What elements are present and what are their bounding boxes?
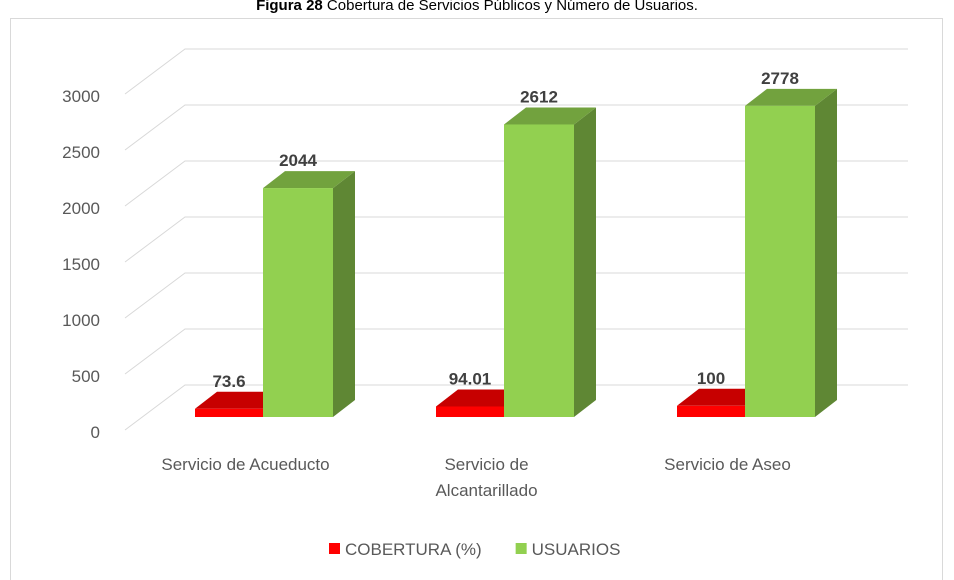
- value-label: 94.01: [449, 369, 492, 388]
- y-tick-label: 2500: [62, 143, 100, 162]
- bar: [504, 107, 596, 418]
- value-label: 100: [697, 369, 725, 388]
- bar-front: [195, 408, 263, 417]
- bar-side: [574, 107, 596, 418]
- title-text: Cobertura de Servicios Públicos y Número…: [327, 0, 698, 14]
- y-tick-label: 1500: [62, 255, 100, 274]
- bar-top: [504, 107, 596, 125]
- grid-line: [124, 48, 908, 95]
- bar-front: [436, 406, 504, 417]
- value-label: 2612: [520, 87, 558, 106]
- y-tick-label: 0: [91, 423, 100, 442]
- chart-title: Figura 28 Cobertura de Servicios Público…: [256, 0, 698, 14]
- title-label: Figura 28: [256, 0, 323, 14]
- legend-label: USUARIOS: [532, 540, 621, 559]
- bar-top: [263, 171, 355, 189]
- grid-line: [124, 104, 908, 151]
- bar-top: [745, 88, 837, 106]
- bar-front: [745, 105, 815, 417]
- grid-line: [124, 328, 908, 375]
- bar-side: [815, 88, 837, 417]
- x-tick-label: Servicio de Acueducto: [161, 455, 329, 474]
- bar-top: [677, 388, 767, 406]
- bar: [745, 88, 837, 417]
- bar-front: [677, 405, 745, 417]
- legend-label: COBERTURA (%): [345, 540, 482, 559]
- grid-line: [124, 384, 908, 431]
- value-label: 2044: [279, 151, 317, 170]
- value-label: 73.6: [212, 372, 245, 391]
- grid-line: [124, 160, 908, 207]
- x-tick-label: Servicio de Alcantarillado: [435, 455, 537, 500]
- bar-top: [195, 391, 285, 409]
- y-tick-label: 3000: [62, 87, 100, 106]
- bar: [263, 171, 355, 417]
- bar-front: [504, 124, 574, 418]
- value-label: 2778: [761, 69, 799, 88]
- grid-line: [124, 272, 908, 319]
- grid-line: [124, 216, 908, 263]
- bar-front: [263, 188, 333, 417]
- legend-swatch: [329, 543, 340, 554]
- y-tick-label: 1000: [62, 311, 100, 330]
- y-tick-label: 500: [72, 367, 100, 386]
- y-tick-label: 2000: [62, 199, 100, 218]
- x-tick-label: Servicio de Aseo: [664, 455, 791, 474]
- bar-top: [436, 389, 526, 407]
- legend-swatch: [515, 543, 527, 554]
- bar-side: [333, 171, 355, 417]
